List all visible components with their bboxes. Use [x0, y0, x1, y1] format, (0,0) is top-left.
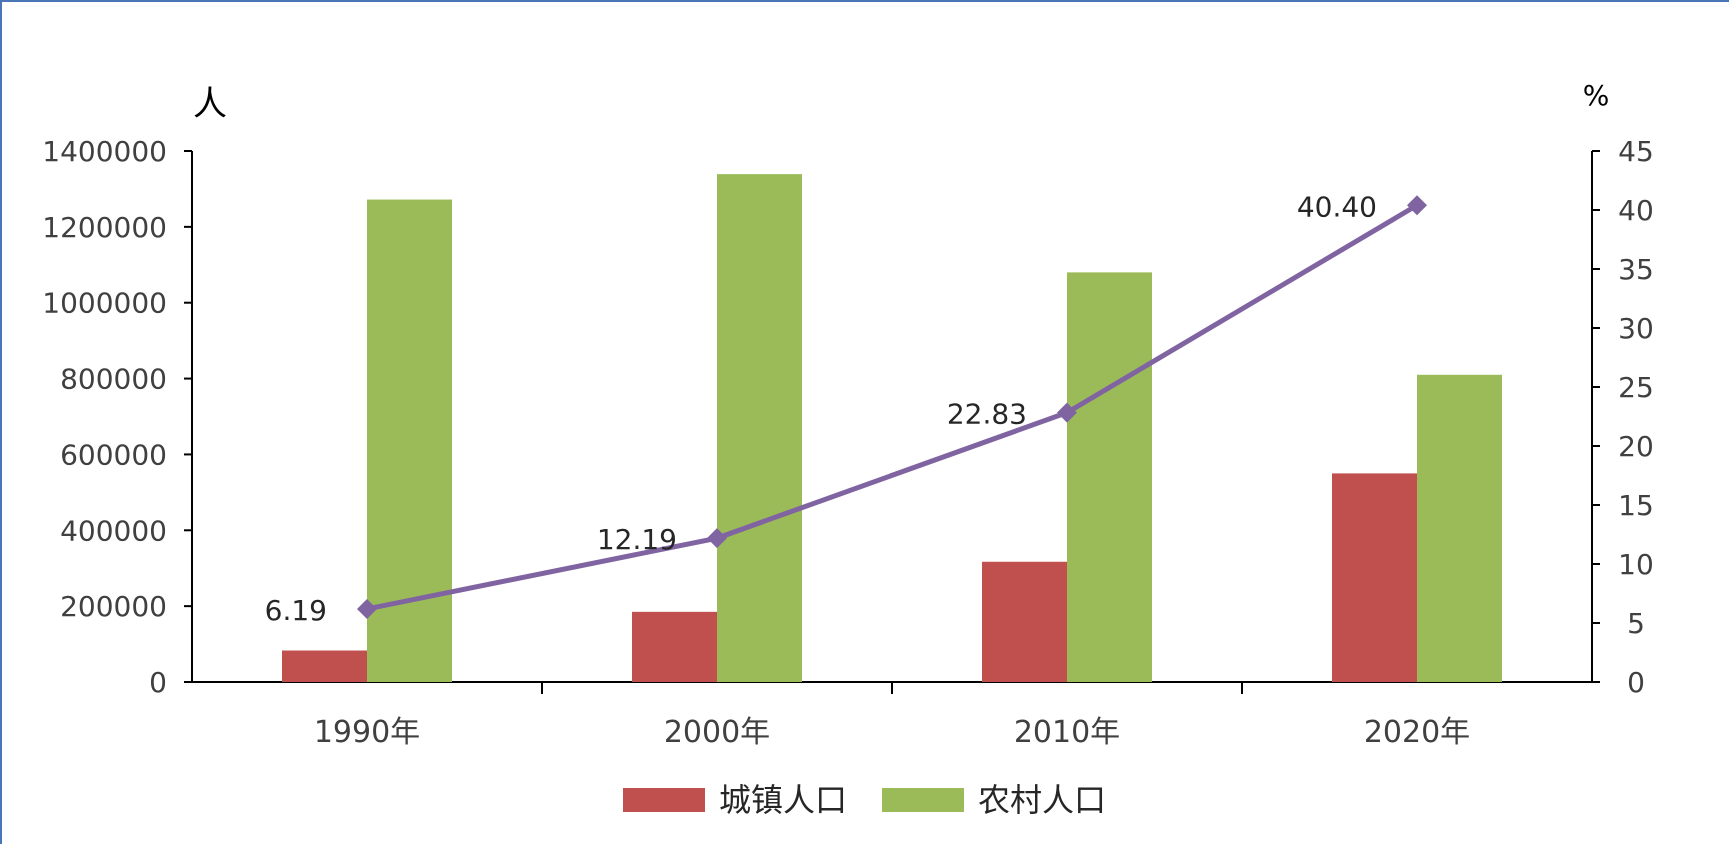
- legend-swatch-urban: [623, 788, 705, 812]
- y-right-tick-label: 10: [1618, 548, 1654, 581]
- bar-rural: [1417, 374, 1502, 682]
- y-left-tick-label: 1000000: [42, 287, 167, 320]
- bar-rural: [717, 174, 802, 683]
- bar-urban: [282, 650, 367, 682]
- line-point: [357, 598, 377, 619]
- y-right-tick-label: 35: [1618, 253, 1654, 286]
- x-tick-label: 2020年: [1364, 715, 1470, 750]
- x-tick-label: 1990年: [314, 715, 420, 750]
- y-left-tick-label: 800000: [60, 363, 167, 396]
- data-label: 12.19: [597, 523, 677, 556]
- legend-swatch-rural: [882, 788, 964, 812]
- y-right-tick-label: 20: [1618, 430, 1654, 463]
- y-right-tick-label: 15: [1618, 489, 1654, 522]
- bar-rural: [1067, 272, 1152, 682]
- y-right-tick-label: 30: [1618, 312, 1654, 345]
- y-left-tick-label: 600000: [60, 438, 167, 471]
- y-right-tick-label: 0: [1627, 666, 1645, 699]
- y-left-tick-label: 1400000: [42, 135, 167, 168]
- y-left-tick-label: 0: [149, 666, 167, 699]
- bar-rural: [367, 199, 452, 682]
- legend-label-rural: 农村人口: [978, 781, 1106, 819]
- y-right-tick-label: 40: [1618, 194, 1654, 227]
- y-left-tick-label: 400000: [60, 514, 167, 547]
- line-point: [1057, 402, 1077, 423]
- urbanization-line: [366, 203, 1419, 612]
- data-label: 22.83: [947, 398, 1027, 431]
- x-tick-label: 2010年: [1014, 715, 1120, 750]
- bar-urban: [982, 561, 1067, 682]
- bar-urban: [1332, 473, 1417, 682]
- y-left-tick-label: 200000: [60, 590, 167, 623]
- data-label: 6.19: [265, 594, 327, 627]
- line-point: [1407, 195, 1427, 216]
- y-right-unit: %: [1583, 79, 1610, 112]
- y-right-tick-label: 5: [1627, 607, 1645, 640]
- line-point: [707, 528, 727, 549]
- legend-label-urban: 城镇人口: [719, 781, 847, 819]
- bar-urban: [632, 611, 717, 682]
- x-tick-label: 2000年: [664, 715, 770, 750]
- y-right-tick-label: 45: [1618, 135, 1654, 168]
- y-right-tick-label: 25: [1618, 371, 1654, 404]
- y-left-tick-label: 1200000: [42, 211, 167, 244]
- data-label: 40.40: [1297, 190, 1377, 223]
- y-left-unit: 人: [193, 84, 227, 124]
